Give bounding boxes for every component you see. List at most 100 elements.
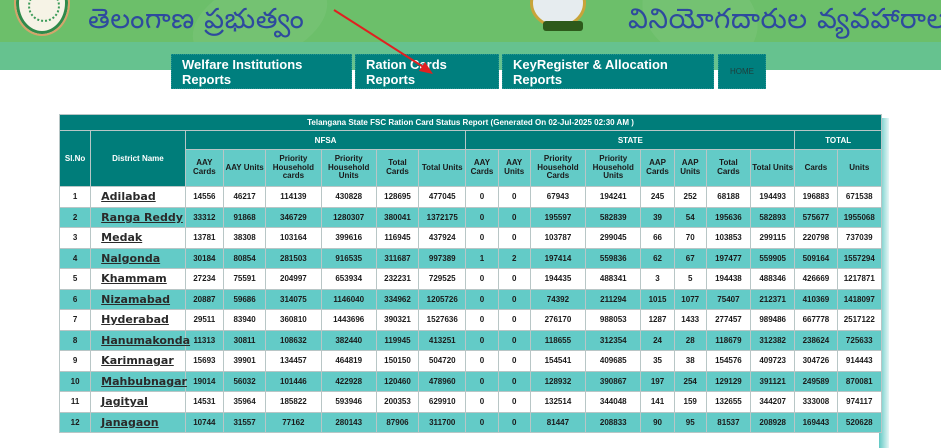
nav-ration-cards-reports[interactable]: Ration Cards Reports (355, 54, 499, 89)
row-value: 311687 (375, 247, 420, 269)
row-value: 311700 (418, 411, 467, 433)
row-value: 1077 (673, 288, 707, 310)
nav-welfare-institutions-reports[interactable]: Welfare Institutions Reports (171, 54, 352, 89)
row-value: 38 (673, 350, 707, 372)
nav-home[interactable]: HOME (718, 54, 766, 89)
row-value: 13781 (184, 227, 224, 249)
row-value: 118655 (529, 329, 587, 351)
row-value: 108632 (265, 329, 322, 351)
row-value: 725633 (836, 329, 883, 351)
district-link[interactable]: Mahbubnagar (101, 374, 187, 388)
row-value: 80854 (222, 247, 267, 269)
row-value: 0 (465, 350, 499, 372)
row-value: 10744 (184, 411, 224, 433)
row-value: 62 (640, 247, 675, 269)
row-value: 20887 (184, 288, 224, 310)
row-value: 194435 (529, 268, 587, 290)
district-link[interactable]: Khammam (101, 272, 167, 286)
row-value: 1015 (640, 288, 675, 310)
district-link[interactable]: Nalgonda (101, 251, 161, 265)
table-row: 12 Janagaon 10744 31557 77162 280143 87906 3117… (58, 411, 883, 433)
row-value: 11313 (184, 329, 224, 351)
row-value: 729525 (418, 268, 467, 290)
row-value: 185822 (265, 391, 322, 413)
row-district: Medak (90, 227, 186, 249)
row-value: 380041 (375, 206, 420, 228)
row-value: 390321 (375, 309, 420, 331)
row-value: 870081 (836, 370, 883, 392)
row-value: 81447 (529, 411, 587, 433)
row-value: 334962 (375, 288, 420, 310)
col-total-units: Units (836, 149, 883, 187)
district-link[interactable]: Adilabad (101, 190, 156, 204)
row-value: 988053 (585, 309, 642, 331)
row-value: 38308 (222, 227, 267, 249)
col-nfsa-phh-units: Priority Household Units (320, 149, 377, 187)
row-slno: 8 (58, 329, 92, 351)
row-value: 653934 (320, 268, 377, 290)
row-value: 1557294 (836, 247, 883, 269)
row-value: 132655 (705, 391, 752, 413)
ration-card-status-report: Telangana State FSC Ration Card Status R… (58, 114, 883, 433)
row-value: 70 (673, 227, 707, 249)
row-value: 103787 (529, 227, 587, 249)
row-value: 150150 (375, 350, 420, 372)
row-value: 914443 (836, 350, 883, 372)
col-total-cards: Cards (794, 149, 838, 187)
district-link[interactable]: Hanumakonda (101, 333, 191, 347)
row-value: 422928 (320, 370, 377, 392)
row-value: 0 (497, 268, 531, 290)
header-title-left: తెలంగాణ ప్రభుత్వం (88, 2, 305, 35)
district-link[interactable]: Ranga Reddy (101, 210, 183, 224)
col-state-aay-cards: AAY Cards (465, 149, 499, 187)
district-link[interactable]: Janagaon (101, 415, 159, 429)
row-value: 277457 (705, 309, 752, 331)
district-link[interactable]: Nizamabad (101, 292, 171, 306)
row-value: 254 (673, 370, 707, 392)
row-district: Jagityal (90, 391, 186, 413)
row-value: 520628 (836, 411, 883, 433)
row-value: 129129 (705, 370, 752, 392)
row-value: 245 (640, 186, 675, 208)
row-value: 35964 (222, 391, 267, 413)
row-value: 509164 (794, 247, 838, 269)
table-shadow (879, 118, 889, 448)
row-value: 0 (497, 370, 531, 392)
row-value: 212371 (750, 288, 796, 310)
row-value: 0 (465, 309, 499, 331)
row-value: 360810 (265, 309, 322, 331)
row-value: 39901 (222, 350, 267, 372)
row-value: 31557 (222, 411, 267, 433)
row-value: 410369 (794, 288, 838, 310)
row-value: 54 (673, 206, 707, 228)
row-value: 0 (465, 268, 499, 290)
row-value: 0 (497, 206, 531, 228)
row-value: 314075 (265, 288, 322, 310)
civil-supplies-emblem-icon (530, 0, 586, 31)
row-value: 1443696 (320, 309, 377, 331)
district-link[interactable]: Medak (101, 231, 143, 245)
row-value: 39 (640, 206, 675, 228)
row-value: 128932 (529, 370, 587, 392)
row-value: 59686 (222, 288, 267, 310)
row-value: 1205726 (418, 288, 467, 310)
row-value: 134457 (265, 350, 322, 372)
row-value: 29511 (184, 309, 224, 331)
row-value: 0 (465, 186, 499, 208)
district-link[interactable]: Jagityal (101, 395, 148, 409)
row-district: Hyderabad (90, 309, 186, 331)
row-value: 91868 (222, 206, 267, 228)
row-value: 333008 (794, 391, 838, 413)
district-link[interactable]: Hyderabad (101, 313, 169, 327)
row-value: 211294 (585, 288, 642, 310)
row-value: 197414 (529, 247, 587, 269)
table-row: 1 Adilabad 14556 46217 114139 430828 128695 477… (58, 186, 883, 208)
table-row: 8 Hanumakonda 11313 30811 108632 382440 119945… (58, 329, 883, 351)
row-value: 194493 (750, 186, 796, 208)
district-link[interactable]: Karimnagar (101, 354, 174, 368)
nav-keyregister-allocation-reports[interactable]: KeyRegister & Allocation Reports (502, 54, 714, 89)
row-value: 997389 (418, 247, 467, 269)
table-row: 9 Karimnagar 15693 39901 134457 464819 150150 5… (58, 350, 883, 372)
row-slno: 3 (58, 227, 92, 249)
row-value: 14556 (184, 186, 224, 208)
